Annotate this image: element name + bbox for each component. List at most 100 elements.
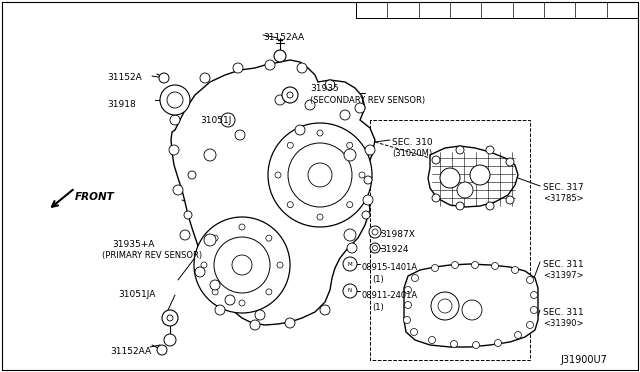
Circle shape <box>412 275 419 282</box>
Circle shape <box>365 145 375 155</box>
Circle shape <box>369 226 381 238</box>
Circle shape <box>531 292 538 298</box>
Circle shape <box>170 115 180 125</box>
Circle shape <box>188 171 196 179</box>
Circle shape <box>266 289 272 295</box>
Circle shape <box>212 235 218 241</box>
Circle shape <box>347 202 353 208</box>
Circle shape <box>372 246 378 250</box>
Text: 31051JA: 31051JA <box>118 290 156 299</box>
Circle shape <box>201 262 207 268</box>
Circle shape <box>363 195 373 205</box>
Circle shape <box>472 262 479 269</box>
Text: SEC. 310: SEC. 310 <box>392 138 433 147</box>
Text: N: N <box>348 289 352 294</box>
Circle shape <box>410 328 417 336</box>
Circle shape <box>275 95 285 105</box>
Circle shape <box>470 165 490 185</box>
Circle shape <box>486 146 494 154</box>
Text: (1): (1) <box>372 275 384 284</box>
Text: (1): (1) <box>372 303 384 312</box>
Circle shape <box>268 123 372 227</box>
Circle shape <box>194 217 290 313</box>
Polygon shape <box>171 60 375 325</box>
Circle shape <box>164 334 176 346</box>
Circle shape <box>173 185 183 195</box>
Circle shape <box>431 292 459 320</box>
Circle shape <box>239 300 245 306</box>
Circle shape <box>274 50 286 62</box>
Circle shape <box>317 130 323 136</box>
Circle shape <box>178 100 188 110</box>
Circle shape <box>212 289 218 295</box>
Circle shape <box>297 63 307 73</box>
Circle shape <box>456 202 464 210</box>
Text: 31051J: 31051J <box>200 116 232 125</box>
Circle shape <box>370 243 380 253</box>
Circle shape <box>344 149 356 161</box>
Text: 31935: 31935 <box>310 84 339 93</box>
Circle shape <box>495 340 502 346</box>
Polygon shape <box>404 264 538 347</box>
Circle shape <box>317 214 323 220</box>
Circle shape <box>527 276 534 283</box>
Circle shape <box>531 307 538 314</box>
Circle shape <box>457 182 473 198</box>
Circle shape <box>511 266 518 273</box>
Circle shape <box>440 168 460 188</box>
Circle shape <box>355 103 365 113</box>
Circle shape <box>472 341 479 349</box>
Text: FRONT: FRONT <box>75 192 115 202</box>
Circle shape <box>287 142 293 148</box>
Circle shape <box>210 280 220 290</box>
Circle shape <box>515 331 522 339</box>
Circle shape <box>282 87 298 103</box>
Circle shape <box>265 60 275 70</box>
Text: 08911-2401A: 08911-2401A <box>361 291 417 300</box>
Text: M: M <box>348 262 352 266</box>
Text: (PRIMARY REV SENSOR): (PRIMARY REV SENSOR) <box>102 251 202 260</box>
Circle shape <box>288 143 352 207</box>
Text: 31924: 31924 <box>380 245 408 254</box>
Circle shape <box>404 286 412 294</box>
Text: (SECONDARY REV SENSOR): (SECONDARY REV SENSOR) <box>310 96 425 105</box>
Circle shape <box>308 163 332 187</box>
Text: J31900U7: J31900U7 <box>560 355 607 365</box>
Circle shape <box>527 321 534 328</box>
Text: (31020M): (31020M) <box>392 149 432 158</box>
Circle shape <box>359 172 365 178</box>
Circle shape <box>221 113 235 127</box>
Circle shape <box>287 202 293 208</box>
Circle shape <box>200 73 210 83</box>
Text: SEC. 311: SEC. 311 <box>543 308 584 317</box>
Circle shape <box>159 73 169 83</box>
Circle shape <box>167 92 183 108</box>
Circle shape <box>438 299 452 313</box>
Circle shape <box>157 345 167 355</box>
Text: SEC. 311: SEC. 311 <box>543 260 584 269</box>
Circle shape <box>295 125 305 135</box>
Circle shape <box>204 234 216 246</box>
Circle shape <box>340 110 350 120</box>
Circle shape <box>233 63 243 73</box>
Circle shape <box>320 305 330 315</box>
Circle shape <box>277 262 283 268</box>
Circle shape <box>506 158 514 166</box>
Circle shape <box>362 211 370 219</box>
Circle shape <box>432 194 440 202</box>
Text: 31152A: 31152A <box>107 73 141 82</box>
Circle shape <box>204 149 216 161</box>
Circle shape <box>275 172 281 178</box>
Circle shape <box>451 340 458 347</box>
Circle shape <box>160 85 190 115</box>
Circle shape <box>225 295 235 305</box>
Text: <31390>: <31390> <box>543 319 584 328</box>
Circle shape <box>429 337 435 343</box>
Circle shape <box>343 257 357 271</box>
Circle shape <box>506 196 514 204</box>
Circle shape <box>364 176 372 184</box>
Circle shape <box>285 318 295 328</box>
Circle shape <box>347 243 357 253</box>
Text: 31152AA: 31152AA <box>263 33 304 42</box>
Circle shape <box>167 315 173 321</box>
